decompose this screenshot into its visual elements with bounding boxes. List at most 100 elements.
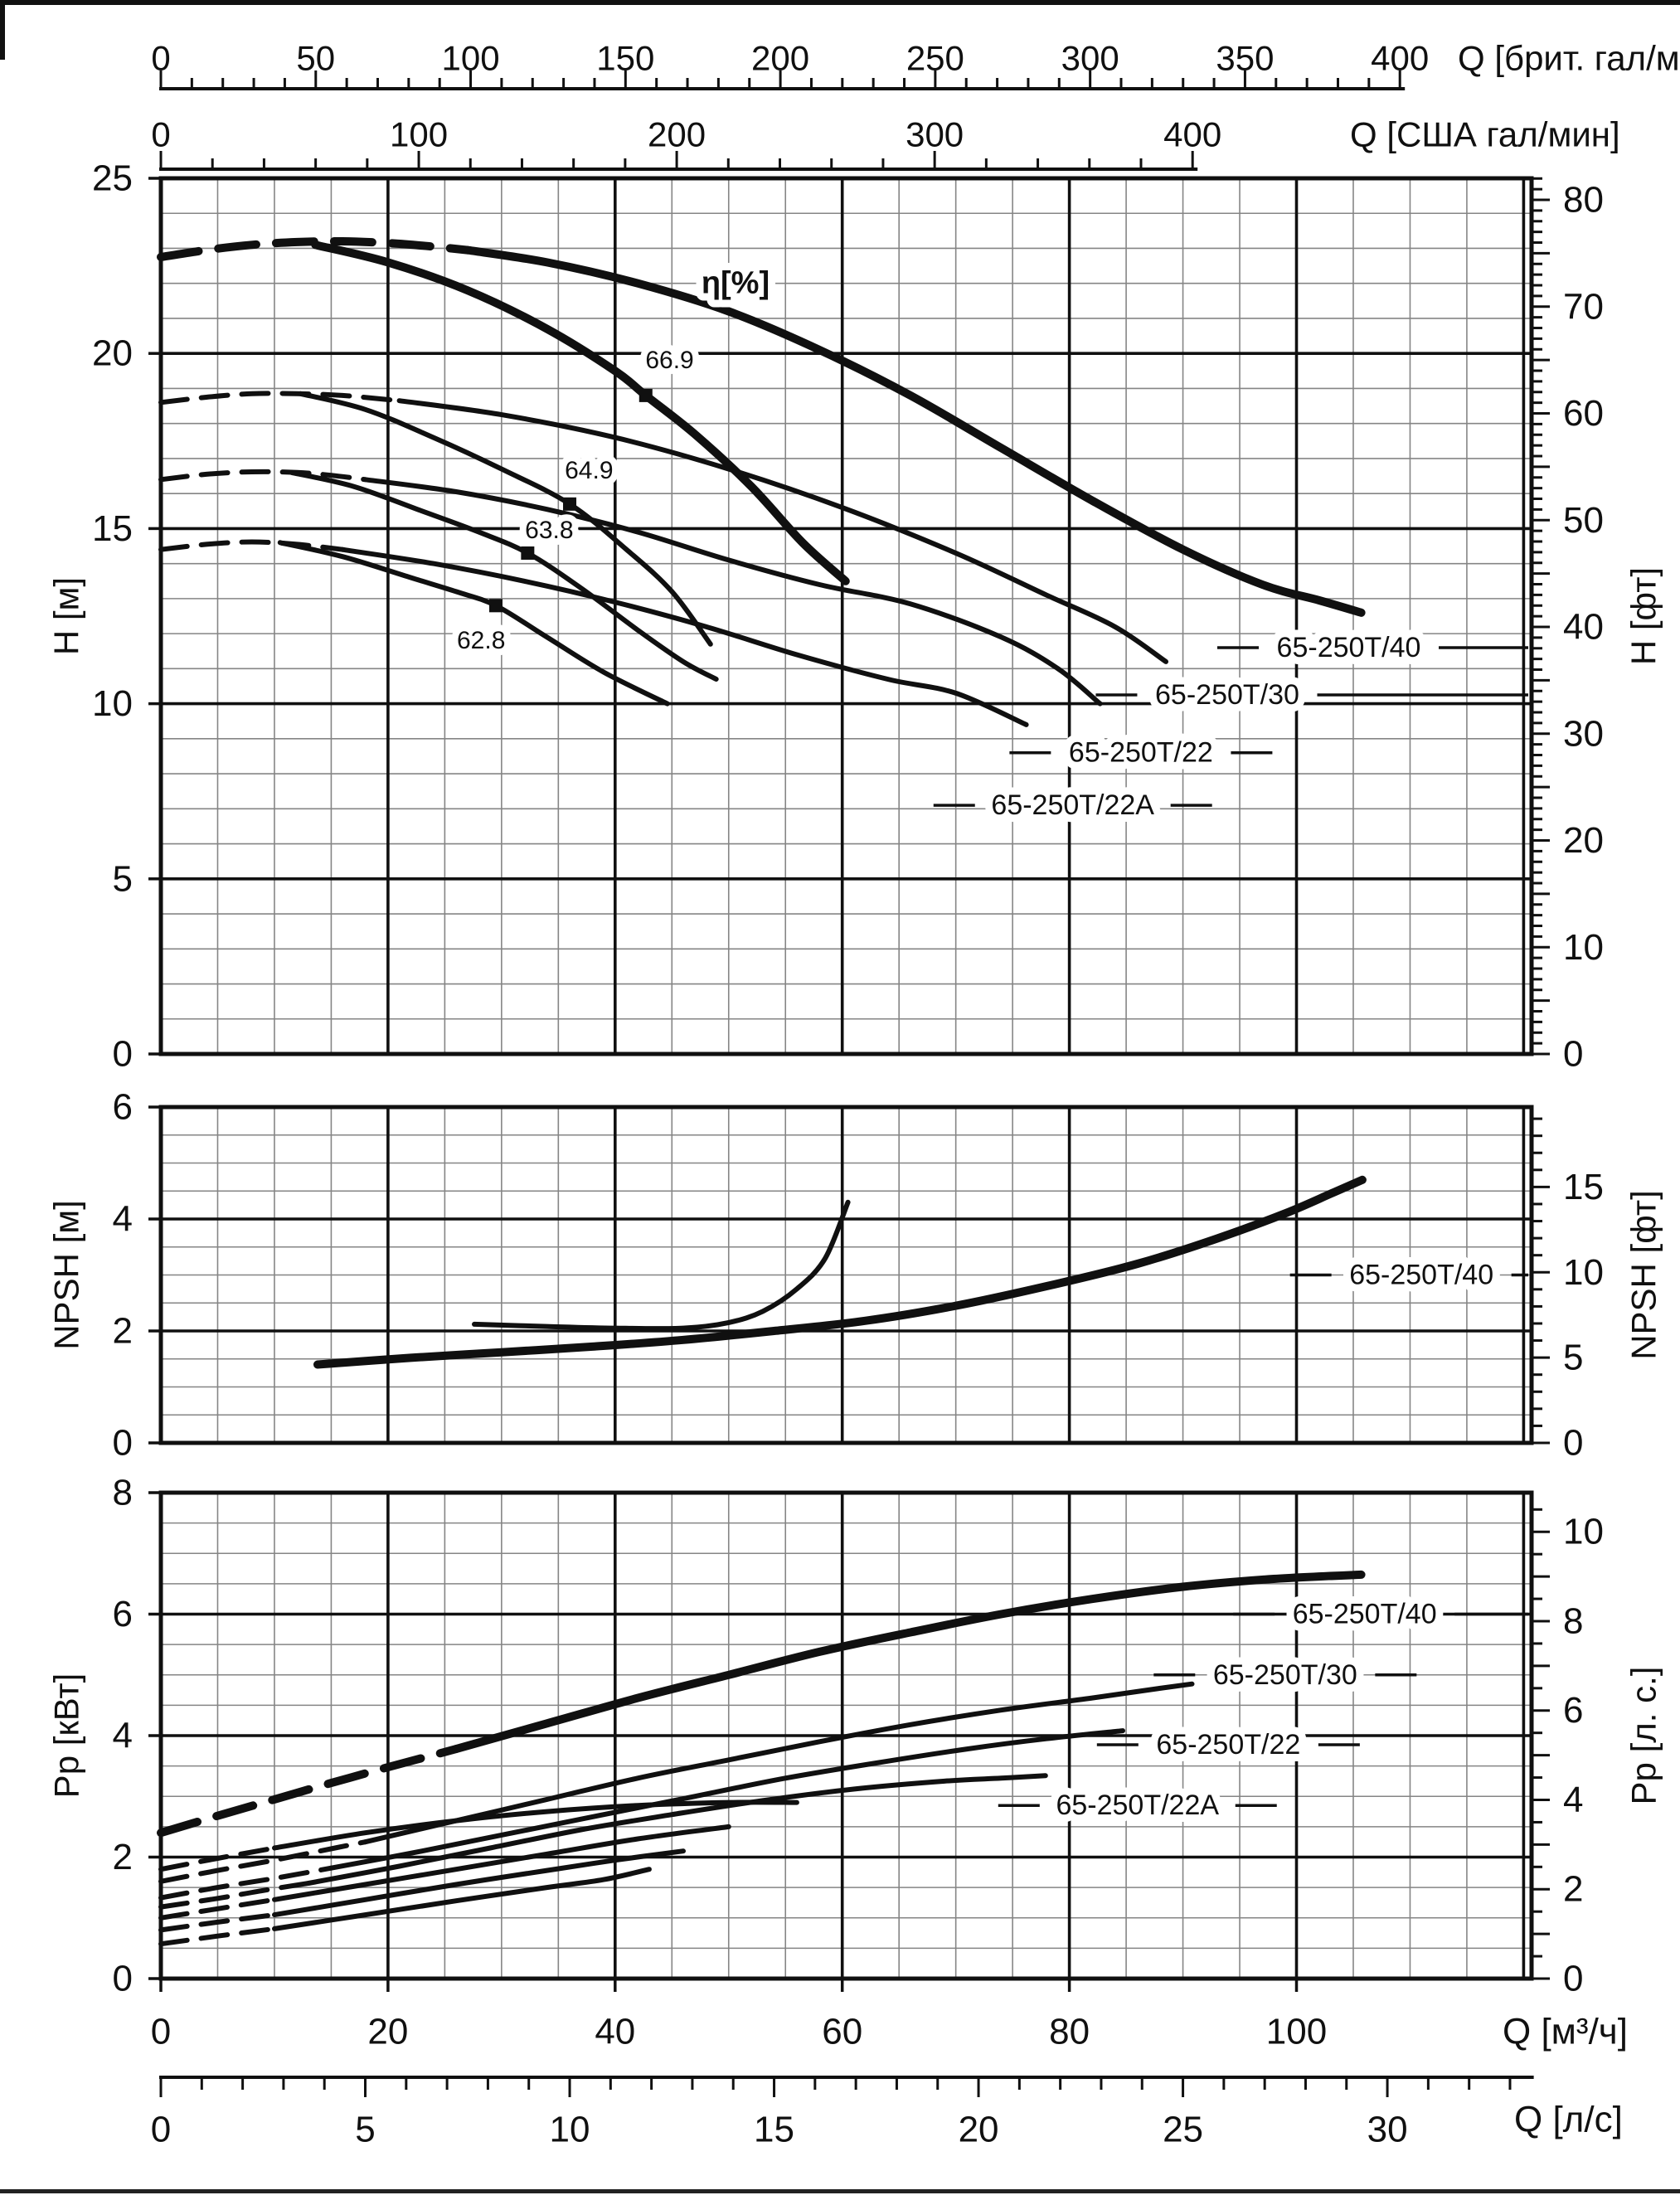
- curve-65-250T/22-power-partload: [272, 1848, 686, 1918]
- y-right-tick-label: 70: [1563, 286, 1604, 327]
- efficiency-label: 63.8: [525, 517, 573, 544]
- curve-small-impellers-npsh: [472, 1199, 851, 1332]
- bep-dot-64.9: [563, 497, 577, 511]
- curve-65-250T/40-power: [452, 1570, 1366, 1754]
- us-gpm-tick-label: 100: [390, 115, 448, 154]
- y-right-tick-label: 10: [1563, 1252, 1604, 1293]
- curve-label: 65-250Т/22А: [991, 789, 1154, 821]
- curve-65-250T/22A-head-dashed: [158, 539, 346, 552]
- y-right-tick-label: 15: [1563, 1167, 1604, 1207]
- curve-65-250T/30-power: [362, 1681, 1195, 1845]
- imp-gpm-tick-label: 50: [296, 39, 335, 78]
- y-right-tick-label: 30: [1563, 713, 1604, 754]
- y-right-tick-label: 40: [1563, 607, 1604, 648]
- curve-65-250T/22-head: [362, 477, 1103, 707]
- curve-label: 65-250Т/40: [1349, 1260, 1493, 1291]
- m3h-tick-label: 100: [1266, 2012, 1327, 2052]
- plot-npsh: 0 2 4 6 NPSH [м] 0 5 10 15 NPSH [фт] 65-250Т/40: [47, 1087, 1663, 1464]
- curve-65-250T/22-power-partload-dashed: [158, 1912, 277, 1933]
- y-left-tick-label: 20: [92, 333, 133, 374]
- curve-65-250T/22A-head: [340, 546, 1029, 727]
- imp-gpm-tick-label: 200: [751, 39, 809, 78]
- top-flow-scales: 0 50 100 150 200 250 300 350 400 Q [брит. гал/мин…: [151, 39, 1680, 171]
- y-right-tick-label: 6: [1563, 1690, 1583, 1731]
- y-right-tick-label: 20: [1563, 820, 1604, 861]
- y-left-tick-label: 8: [113, 1473, 133, 1513]
- page-border-top: [0, 0, 1680, 5]
- ls-tick-label: 0: [151, 2110, 171, 2150]
- m3h-tick-label: 20: [367, 2012, 408, 2052]
- y-right-tick-label: 10: [1563, 1512, 1604, 1552]
- y-left-tick-label: 0: [113, 1959, 133, 1999]
- y-left-axis-label: NPSH [м]: [47, 1200, 86, 1350]
- us-gpm-tick-label: 0: [151, 115, 170, 154]
- ls-tick-label: 25: [1163, 2110, 1203, 2150]
- y-right-tick-label: 80: [1563, 180, 1604, 221]
- curve-label: η[%]: [702, 266, 770, 301]
- y-right-tick-label: 50: [1563, 500, 1604, 541]
- curve-label: 65-250Т/40: [1293, 1599, 1437, 1630]
- y-left-tick-label: 6: [113, 1087, 133, 1128]
- curve-65-250T/40-power-partload-dashed: [158, 1845, 277, 1872]
- m3h-axis-label: Q [м³/ч]: [1503, 2012, 1628, 2052]
- curve-65-250T/40-power-dashed: [157, 1745, 461, 1838]
- bep-dot-62.8: [489, 599, 503, 613]
- curve-65-250T/22A-efficiency-curve: [277, 540, 670, 707]
- curve-65-250T/22-power-dashed: [158, 1865, 334, 1901]
- curve-65-250T/22A-power-partload-dashed: [158, 1926, 277, 1947]
- y-left-tick-label: 4: [113, 1716, 133, 1756]
- y-right-tick-label: 10: [1563, 927, 1604, 968]
- curve-65-250T/30-head: [396, 398, 1168, 664]
- us-gpm-tick-label: 300: [906, 115, 964, 154]
- y-left-tick-label: 0: [113, 1423, 133, 1464]
- y-left-tick-label: 6: [113, 1594, 133, 1634]
- imp-gpm-axis-label: Q [брит. гал/мин]: [1458, 39, 1680, 78]
- plot-head: 0 5 10 15 20 25 H [м] 0 10 20 30 40 50 60 70 80 H [фт] 66…: [47, 158, 1663, 1075]
- y-right-tick-label: 8: [1563, 1600, 1583, 1641]
- curve-label: 65-250Т/22А: [1056, 1790, 1219, 1821]
- y-left-tick-label: 2: [113, 1311, 133, 1352]
- curve-65-250T/30-efficiency-curve: [298, 391, 713, 647]
- imp-gpm-tick-label: 100: [442, 39, 500, 78]
- curve-65-250T/40-head: [463, 245, 1366, 617]
- y-left-tick-label: 10: [92, 683, 133, 724]
- bep-dot-63.8: [521, 546, 535, 560]
- m3h-tick-label: 40: [595, 2012, 635, 2052]
- y-right-tick-label: 0: [1563, 1423, 1583, 1464]
- plot-power: 0 2 4 6 8 Pp [кВт] 0 2 4 6 8 10 Pp [л. с.] 65-250Т/40…: [47, 1473, 1663, 1999]
- imp-gpm-tick-label: 350: [1216, 39, 1274, 78]
- curve-65-250T/40-head-dashed: [157, 236, 472, 261]
- y-left-axis-label: Pp [кВт]: [47, 1673, 86, 1799]
- bottom-flow-scales: 0 20 40 60 80 100 Q [м³/ч] 0 5 10 15 20 25 30 Q [л/с]: [151, 1979, 1628, 2150]
- curve-65-250T/22-power: [328, 1728, 1125, 1871]
- ls-tick-label: 20: [959, 2110, 999, 2150]
- y-right-axis-label: NPSH [фт]: [1624, 1190, 1663, 1360]
- curve-label: 65-250Т/30: [1155, 679, 1299, 711]
- y-right-tick-label: 0: [1563, 1959, 1583, 1999]
- efficiency-label: 66.9: [645, 347, 693, 374]
- y-left-tick-label: 5: [113, 858, 133, 899]
- y-right-tick-label: 60: [1563, 393, 1604, 434]
- y-left-tick-label: 4: [113, 1199, 133, 1240]
- curve-label: 65-250Т/30: [1213, 1659, 1357, 1691]
- us-gpm-tick-label: 200: [648, 115, 706, 154]
- y-left-axis-label: H [м]: [47, 577, 86, 655]
- imp-gpm-tick-label: 400: [1371, 39, 1429, 78]
- y-left-tick-label: 0: [113, 1034, 133, 1075]
- m3h-tick-label: 60: [822, 2012, 862, 2052]
- curve-65-250T/40-power-partload: [272, 1799, 799, 1851]
- y-right-tick-label: 4: [1563, 1780, 1583, 1820]
- plot-frame: [158, 1105, 1534, 1445]
- ls-tick-label: 10: [550, 2110, 590, 2150]
- curve-65-250T/22A-power-partload: [272, 1867, 652, 1931]
- curve-65-250T/30-power-partload: [272, 1824, 731, 1902]
- plot-frame: [158, 176, 1534, 1056]
- y-left-tick-label: 2: [113, 1837, 133, 1877]
- y-right-tick-label: 2: [1563, 1869, 1583, 1910]
- curve-label: 65-250Т/22: [1156, 1729, 1300, 1760]
- efficiency-label: 62.8: [457, 627, 505, 654]
- page-border-left: [0, 0, 5, 60]
- curve-65-250T/30-power-dashed: [158, 1839, 368, 1884]
- y-right-axis-label: Pp [л. с.]: [1624, 1667, 1663, 1805]
